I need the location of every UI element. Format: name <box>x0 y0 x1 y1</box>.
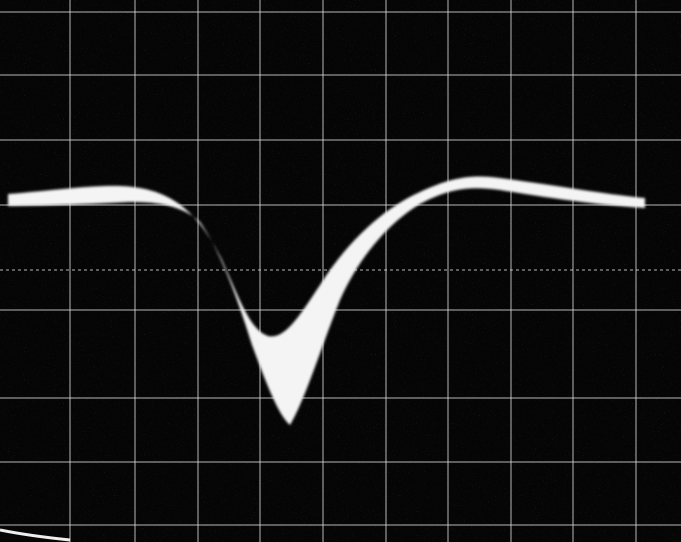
page: (() => { const data = JSON.parse(documen… <box>0 0 681 542</box>
oscilloscope-photo <box>0 0 681 542</box>
